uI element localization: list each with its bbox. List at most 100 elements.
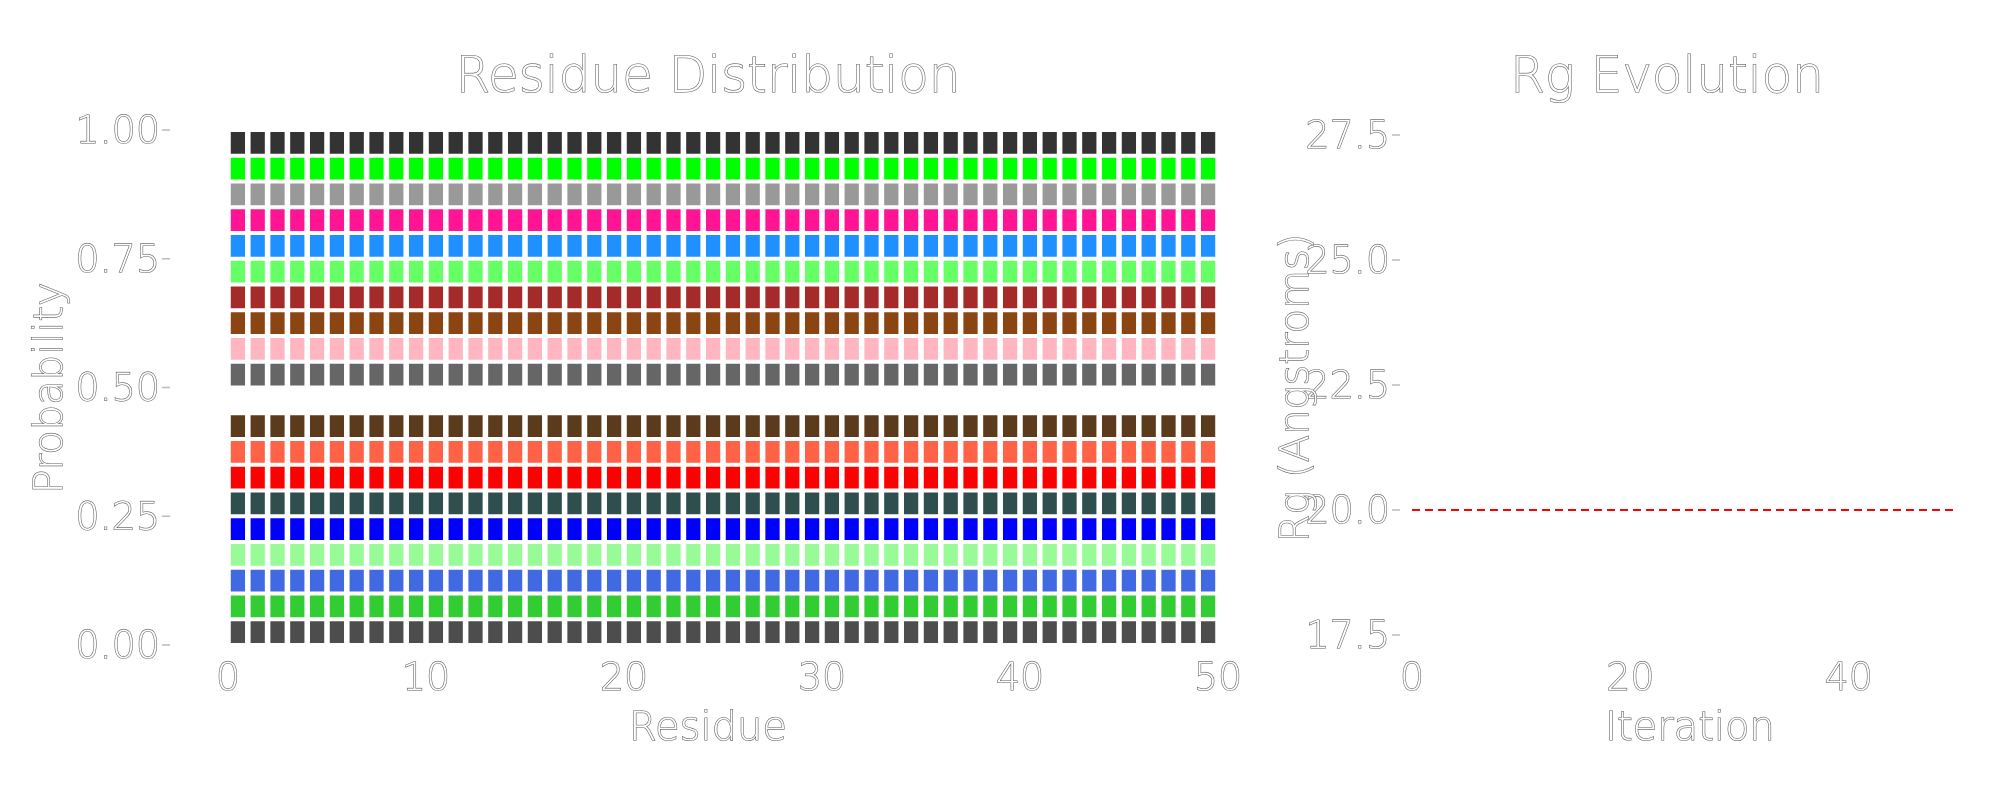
- bar-segment-r0-s17: [230, 183, 246, 206]
- bar-segment-r4-s7: [309, 441, 325, 463]
- bar-segment-r10-s19: [428, 132, 444, 154]
- bar-segment-r40-s13: [1022, 286, 1038, 309]
- bar-segment-r1-s13: [250, 286, 265, 309]
- bar-segment-r42-s10: [1062, 363, 1077, 386]
- bar-segment-r16-s11: [547, 338, 562, 360]
- bar-segment-r10-s13: [428, 286, 444, 309]
- bar-segment-r45-s7: [1121, 441, 1137, 463]
- bar-segment-r43-s11: [1082, 338, 1097, 360]
- bar-segment-r32-s12: [864, 312, 879, 334]
- bar-segment-r35-s15: [923, 235, 939, 257]
- bar-segment-r32-s15: [864, 235, 879, 257]
- bar-segment-r30-s17: [824, 183, 840, 206]
- bar-segment-r42-s15: [1062, 235, 1077, 257]
- bar-segment-r6-s11: [349, 338, 364, 360]
- bar-segment-r23-s8: [686, 415, 701, 437]
- bar-segment-r44-s12: [1101, 312, 1117, 334]
- bar-segment-r5-s6: [329, 466, 345, 489]
- bar-segment-r34-s4: [903, 518, 919, 540]
- bar-segment-r2-s9: [270, 389, 285, 412]
- bar-segment-r22-s11: [666, 338, 681, 360]
- bar-segment-r31-s15: [844, 235, 859, 257]
- bar-segment-r39-s13: [1002, 286, 1018, 309]
- x-tick-label: 0: [216, 655, 240, 699]
- bar-segment-r11-s16: [448, 209, 463, 231]
- bar-segment-r13-s19: [488, 132, 503, 154]
- bar-segment-r18-s1: [587, 595, 602, 618]
- bar-segment-r17-s1: [567, 595, 582, 618]
- bar-segment-r28-s15: [785, 235, 800, 257]
- bar-segment-r33-s7: [884, 441, 899, 463]
- bar-segment-r42-s6: [1062, 466, 1077, 489]
- bar-segment-r8-s11: [389, 338, 404, 360]
- bar-segment-r18-s6: [587, 466, 602, 489]
- bar-segment-r21-s18: [646, 157, 661, 180]
- bar-segment-r39-s14: [1002, 260, 1018, 283]
- bar-segment-r19-s16: [606, 209, 622, 231]
- bar-segment-r18-s0: [587, 621, 602, 643]
- bar-segment-r38-s6: [983, 466, 998, 489]
- bar-segment-r2-s4: [270, 518, 285, 540]
- x-tick-label: 50: [1194, 655, 1242, 699]
- bar-segment-r24-s2: [705, 569, 721, 592]
- bar-segment-r29-s10: [804, 363, 820, 386]
- bar-segment-r40-s1: [1022, 595, 1038, 618]
- bar-segment-r29-s5: [804, 492, 820, 515]
- bar-segment-r49-s2: [1200, 569, 1216, 592]
- bar-segment-r35-s3: [923, 544, 939, 566]
- bar-segment-r31-s7: [844, 441, 859, 463]
- bar-segment-r49-s16: [1200, 209, 1216, 231]
- bar-segment-r0-s1: [230, 595, 246, 618]
- bar-segment-r43-s7: [1082, 441, 1097, 463]
- bar-segment-r22-s14: [666, 260, 681, 283]
- bar-segment-r28-s17: [785, 183, 800, 206]
- y-tick-label: 0.25: [75, 494, 160, 538]
- bar-segment-r46-s8: [1141, 415, 1156, 437]
- bar-segment-r33-s2: [884, 569, 899, 592]
- bar-segment-r23-s19: [686, 132, 701, 154]
- bar-segment-r40-s12: [1022, 312, 1038, 334]
- bar-segment-r12-s16: [468, 209, 483, 231]
- bar-segment-r30-s3: [824, 544, 840, 566]
- bar-segment-r31-s2: [844, 569, 859, 592]
- bar-segment-r15-s19: [527, 132, 543, 154]
- bar-segment-r15-s17: [527, 183, 543, 206]
- bar-segment-r34-s8: [903, 415, 919, 437]
- bar-segment-r31-s1: [844, 595, 859, 618]
- bar-segment-r48-s17: [1181, 183, 1196, 206]
- bar-segment-r15-s2: [527, 569, 543, 592]
- bar-segment-r49-s5: [1200, 492, 1216, 515]
- bar-segment-r27-s7: [765, 441, 780, 463]
- bar-segment-r26-s6: [745, 466, 760, 489]
- bar-segment-r17-s3: [567, 544, 582, 566]
- bar-segment-r19-s13: [606, 286, 622, 309]
- bar-segment-r16-s19: [547, 132, 562, 154]
- bar-segment-r7-s3: [369, 544, 384, 566]
- bar-segment-r45-s8: [1121, 415, 1137, 437]
- bar-segment-r33-s4: [884, 518, 899, 540]
- bar-segment-r35-s18: [923, 157, 939, 180]
- bar-segment-r36-s12: [943, 312, 958, 334]
- bar-segment-r30-s11: [824, 338, 840, 360]
- y-tick-label: 17.5: [1305, 613, 1390, 657]
- bar-segment-r34-s2: [903, 569, 919, 592]
- bar-segment-r33-s5: [884, 492, 899, 515]
- bar-segment-r14-s1: [507, 595, 523, 618]
- residue-distribution-chart: Residue Distribution 0.00 0.25 0.50 0.75 1.0…: [25, 45, 1242, 750]
- bar-segment-r40-s9: [1022, 389, 1038, 412]
- bar-segment-r37-s15: [963, 235, 978, 257]
- bar-segment-r25-s4: [725, 518, 741, 540]
- bar-segment-r3-s16: [290, 209, 305, 231]
- bar-segment-r40-s15: [1022, 235, 1038, 257]
- bar-segment-r2-s15: [270, 235, 285, 257]
- bar-segment-r24-s16: [705, 209, 721, 231]
- bar-segment-r10-s14: [428, 260, 444, 283]
- bar-segment-r43-s4: [1082, 518, 1097, 540]
- bar-segment-r38-s16: [983, 209, 998, 231]
- bar-segment-r2-s2: [270, 569, 285, 592]
- bar-segment-r36-s1: [943, 595, 958, 618]
- bar-segment-r36-s13: [943, 286, 958, 309]
- bar-segment-r12-s12: [468, 312, 483, 334]
- bar-segment-r28-s0: [785, 621, 800, 643]
- bar-segment-r49-s4: [1200, 518, 1216, 540]
